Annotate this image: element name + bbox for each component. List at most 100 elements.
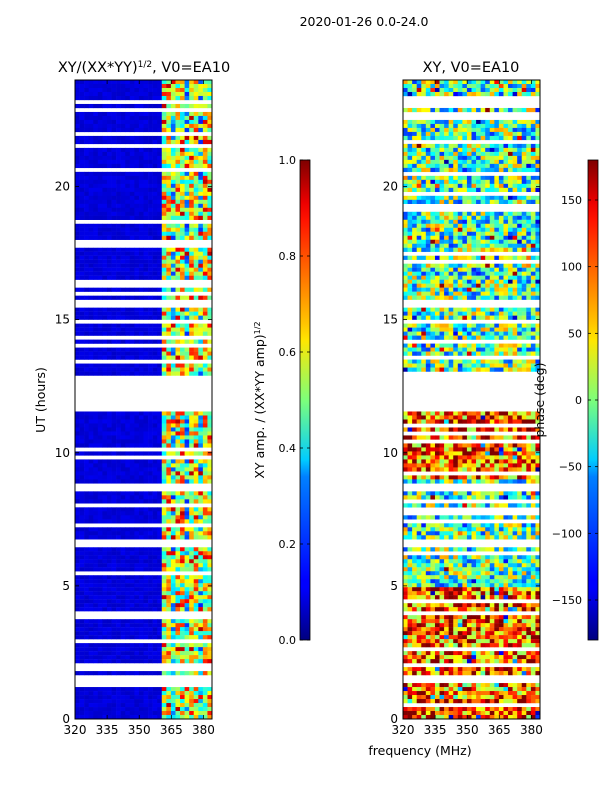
heatmap-cell xyxy=(143,191,149,197)
heatmap-cell xyxy=(134,411,140,416)
heatmap-cell xyxy=(93,367,99,372)
heatmap-cell xyxy=(88,627,94,632)
heatmap-cell xyxy=(120,339,126,344)
heatmap-cell xyxy=(521,279,527,284)
heatmap-cell xyxy=(111,355,117,360)
heatmap-cell xyxy=(79,535,85,540)
heatmap-cell xyxy=(120,531,126,536)
heatmap-cell xyxy=(79,659,85,664)
heatmap-cell xyxy=(175,215,181,220)
heatmap-cell xyxy=(184,271,190,276)
heatmap-cell xyxy=(97,479,103,484)
heatmap-cell xyxy=(466,80,472,85)
heatmap-cell xyxy=(138,91,144,97)
heatmap-cell xyxy=(462,279,468,284)
heatmap-cell xyxy=(134,647,140,652)
heatmap-cell xyxy=(120,251,126,256)
heatmap-cell xyxy=(412,135,417,141)
heatmap-cell xyxy=(148,515,153,520)
heatmap-cell xyxy=(480,315,486,320)
heatmap-cell xyxy=(466,159,472,165)
heatmap-cell xyxy=(170,127,176,133)
heatmap-cell xyxy=(134,583,140,588)
heatmap-cell xyxy=(416,155,422,161)
heatmap-cell xyxy=(102,631,108,636)
heatmap-cell xyxy=(97,159,103,165)
heatmap-cell xyxy=(485,135,491,141)
heatmap-cell xyxy=(412,283,417,288)
heatmap-cell xyxy=(448,223,454,228)
heatmap-cell xyxy=(184,287,190,292)
heatmap-cell xyxy=(129,691,135,696)
heatmap-cell xyxy=(198,715,204,719)
heatmap-cell xyxy=(462,283,468,288)
heatmap-cell xyxy=(184,643,190,648)
heatmap-cell xyxy=(148,175,153,181)
heatmap-cell xyxy=(166,355,172,360)
heatmap-cell xyxy=(175,115,181,121)
heatmap-cell xyxy=(134,191,140,197)
heatmap-cell xyxy=(434,215,440,220)
heatmap-cell xyxy=(79,463,85,468)
heatmap-cell xyxy=(184,363,190,368)
heatmap-cell xyxy=(88,203,94,208)
heatmap-cell xyxy=(79,339,85,344)
heatmap-cell xyxy=(138,147,144,153)
heatmap-cell xyxy=(93,495,99,500)
heatmap-cell xyxy=(111,199,117,204)
heatmap-cell xyxy=(207,531,212,536)
heatmap-cell xyxy=(193,551,199,556)
heatmap-cell xyxy=(102,123,108,129)
heatmap-cell xyxy=(434,123,440,129)
heatmap-cell xyxy=(106,635,112,640)
heatmap-cell xyxy=(106,203,112,208)
heatmap-cell xyxy=(97,115,103,121)
heatmap-cell xyxy=(485,267,491,272)
heatmap-cell xyxy=(88,171,94,177)
heatmap-cell xyxy=(166,715,172,719)
heatmap-cell xyxy=(521,155,527,161)
heatmap-cell xyxy=(111,451,117,456)
heatmap-cell xyxy=(412,143,417,149)
heatmap-cell xyxy=(202,687,208,692)
heatmap-cell xyxy=(148,619,153,624)
heatmap-cell xyxy=(111,215,117,220)
heatmap-cell xyxy=(207,411,212,416)
heatmap-cell xyxy=(198,423,204,428)
heatmap-cell xyxy=(125,179,131,185)
heatmap-cell xyxy=(166,531,172,536)
heatmap-cell xyxy=(75,275,80,280)
heatmap-cell xyxy=(180,627,185,632)
heatmap-cell xyxy=(189,259,195,264)
heatmap-cell xyxy=(198,511,204,516)
heatmap-cell xyxy=(93,139,99,145)
heatmap-cell xyxy=(157,459,163,464)
heatmap-cell xyxy=(189,351,195,356)
heatmap-cell xyxy=(512,307,518,312)
heatmap-cell xyxy=(84,295,89,300)
heatmap-cell xyxy=(184,251,190,256)
heatmap-cell xyxy=(97,443,103,448)
heatmap-cell xyxy=(138,371,144,376)
heatmap-cell xyxy=(202,499,208,504)
heatmap-cell xyxy=(189,267,195,272)
heatmap-cell xyxy=(129,95,135,101)
heatmap-cell xyxy=(79,123,85,129)
heatmap-cell xyxy=(202,699,208,704)
heatmap-cell xyxy=(97,491,103,496)
heatmap-cell xyxy=(521,199,527,204)
heatmap-cell xyxy=(508,239,513,244)
heatmap-cell xyxy=(498,143,504,149)
heatmap-cell xyxy=(444,199,449,204)
heatmap-cell xyxy=(161,471,167,476)
heatmap-cell xyxy=(79,203,85,208)
heatmap-cell xyxy=(476,231,481,236)
heatmap-cell xyxy=(148,135,153,141)
heatmap-cell xyxy=(480,175,486,181)
heatmap-cell xyxy=(480,131,486,137)
heatmap-cell xyxy=(138,275,144,280)
heatmap-cell xyxy=(453,135,459,141)
heatmap-cell xyxy=(462,215,468,220)
heatmap-cell xyxy=(143,103,149,109)
heatmap-cell xyxy=(134,491,140,496)
